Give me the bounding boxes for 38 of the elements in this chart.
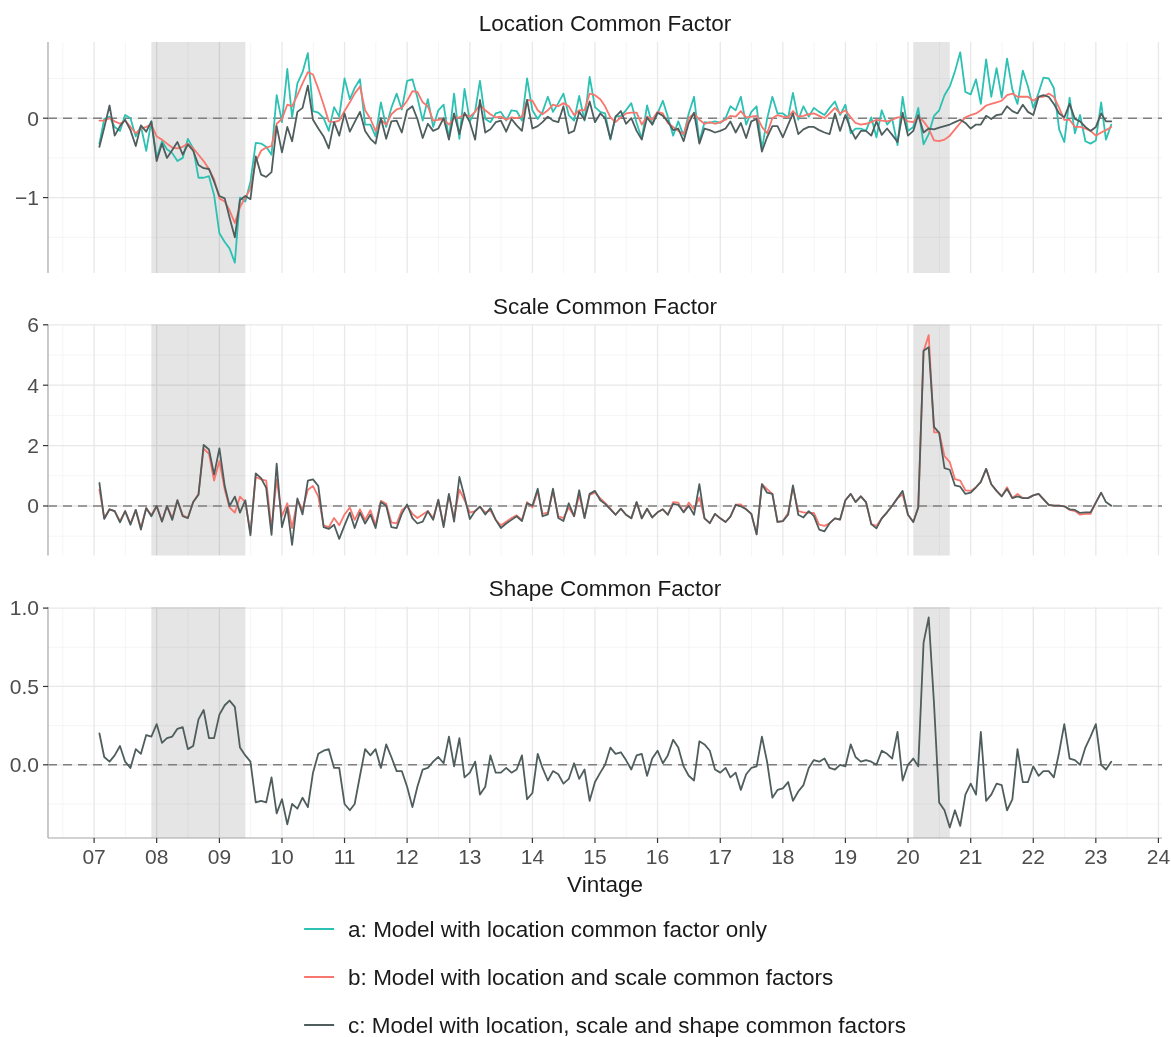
x-tick-label: 20 [896, 845, 920, 868]
x-tick-label: 13 [458, 845, 482, 868]
line-series [98, 51, 1113, 264]
line-series [98, 71, 1113, 224]
y-tick-label: −1 [15, 185, 39, 209]
legend-label: a: Model with location common factor only [348, 916, 768, 942]
legend-label: b: Model with location and scale common factors [348, 964, 834, 990]
y-tick-label: 0 [27, 106, 39, 130]
x-tick-label: 16 [645, 845, 670, 868]
x-tick-label: 09 [207, 845, 232, 868]
y-tick-label: 0.5 [9, 674, 39, 698]
y-tick-label: 2 [27, 433, 39, 457]
line-series [98, 616, 1113, 829]
x-tick-label: 11 [333, 845, 356, 868]
x-axis-title: Vintage [567, 872, 643, 897]
x-tick-label: 08 [144, 845, 169, 868]
y-tick-label: 1.0 [9, 596, 39, 620]
x-tick-label: 18 [771, 845, 795, 868]
x-tick-label: 07 [82, 845, 106, 868]
y-tick-label: 0.0 [9, 753, 39, 777]
line-series [98, 84, 1113, 239]
x-tick-label: 14 [520, 845, 545, 868]
chart-title: Scale Common Factor [493, 293, 718, 319]
y-tick-label: 6 [27, 313, 39, 337]
x-tick-label: 10 [270, 845, 294, 868]
x-tick-label: 21 [959, 845, 983, 868]
x-tick-label: 17 [708, 845, 732, 868]
legend-label: c: Model with location, scale and shape common factors [348, 1012, 906, 1037]
x-tick-label: 22 [1021, 845, 1045, 868]
x-tick-label: 24 [1146, 845, 1171, 868]
y-tick-label: 0 [27, 494, 39, 518]
chart-title: Location Common Factor [478, 11, 732, 36]
x-tick-label: 19 [833, 845, 858, 868]
chart-title: Shape Common Factor [488, 576, 722, 601]
x-tick-label: 15 [583, 845, 607, 868]
x-tick-label: 12 [395, 845, 419, 868]
y-tick-label: 4 [27, 373, 40, 397]
x-tick-label: 23 [1084, 845, 1108, 868]
